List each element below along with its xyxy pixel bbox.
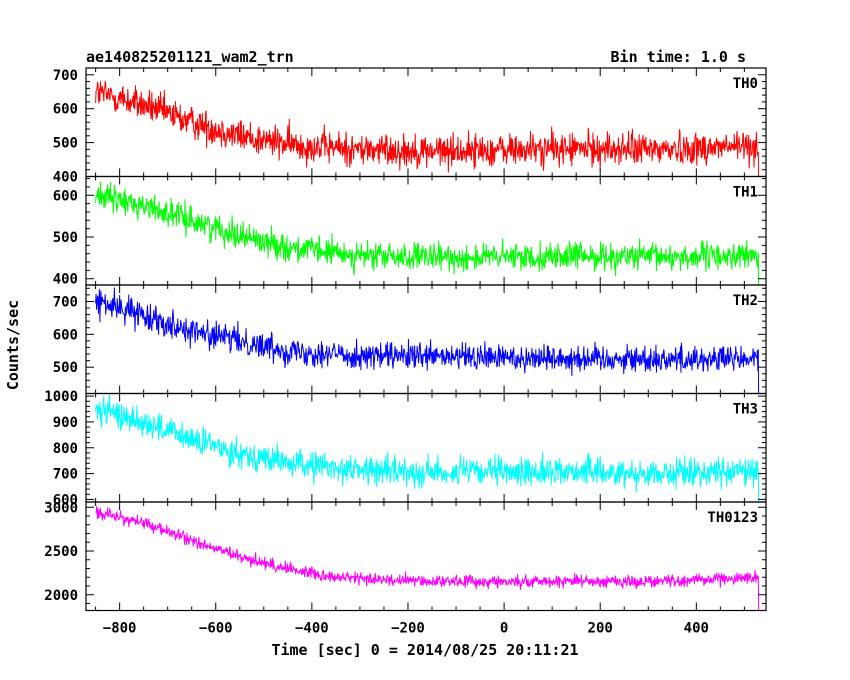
y-tick-label: 400 bbox=[53, 170, 78, 186]
y-tick-label: 700 bbox=[53, 68, 78, 84]
x-tick-label: −200 bbox=[391, 621, 425, 637]
y-tick-label: 700 bbox=[53, 294, 78, 310]
y-tick-label: 1000 bbox=[44, 389, 78, 405]
panel-th0: 400 500 600 700 TH0 bbox=[53, 67, 767, 186]
y-tick-label: 600 bbox=[53, 327, 78, 343]
series-line-th0123 bbox=[95, 505, 760, 611]
y-tick-label: 2500 bbox=[44, 544, 78, 560]
x-tick-label: 400 bbox=[684, 621, 709, 637]
panel-frame bbox=[85, 175, 767, 286]
panel-th1: 400 500 600 TH1 bbox=[53, 175, 767, 288]
panel-th3: 600 700 800 900 1000 TH3 bbox=[44, 389, 767, 508]
series-line-th3 bbox=[95, 393, 760, 502]
panel-label: TH1 bbox=[733, 185, 758, 201]
series-line-th2 bbox=[95, 287, 760, 394]
x-tick-label: 200 bbox=[588, 621, 613, 637]
y-tick-label: 900 bbox=[53, 415, 78, 431]
series-line-th1 bbox=[95, 181, 760, 285]
bin-time-label: Bin time: 1.0 s bbox=[611, 48, 746, 66]
x-axis: −800 −600 −400 −200 0 200 400 bbox=[103, 621, 709, 637]
panel-th0123: 2000 2500 3000 TH0123 bbox=[44, 500, 767, 612]
y-tick-label: 600 bbox=[53, 102, 78, 118]
y-axis-label: Counts/sec bbox=[4, 300, 22, 390]
x-tick-label: −800 bbox=[103, 621, 137, 637]
x-axis-label: Time [sec] 0 = 2014/08/25 20:11:21 bbox=[271, 641, 578, 659]
y-tick-label: 3000 bbox=[44, 500, 78, 516]
chart-title: ae140825201121_wam2_trn bbox=[86, 48, 294, 66]
y-tick-label: 500 bbox=[53, 360, 78, 376]
panel-label: TH0 bbox=[733, 76, 758, 92]
x-tick-label: 0 bbox=[500, 621, 508, 637]
y-tick-label: 2000 bbox=[44, 588, 78, 604]
panel-label: TH2 bbox=[733, 293, 758, 309]
x-tick-label: −600 bbox=[199, 621, 233, 637]
panel-frame bbox=[85, 501, 767, 612]
y-tick-label: 500 bbox=[53, 230, 78, 246]
y-tick-label: 600 bbox=[53, 492, 78, 508]
y-tick-label: 500 bbox=[53, 136, 78, 152]
y-tick-label: 700 bbox=[53, 467, 78, 483]
panel-th2: 500 600 700 TH2 bbox=[53, 284, 767, 395]
y-tick-label: 400 bbox=[53, 272, 78, 288]
panel-label: TH3 bbox=[733, 402, 758, 418]
panels-group: 400 500 600 700 TH0 400 500 600 TH1 500 600 700 TH2 6… bbox=[44, 67, 767, 612]
x-tick-label: −400 bbox=[295, 621, 329, 637]
panel-frame bbox=[85, 284, 767, 395]
y-tick-label: 800 bbox=[53, 441, 78, 457]
panel-label: TH0123 bbox=[707, 510, 758, 526]
series-line-th0 bbox=[95, 80, 760, 177]
y-tick-label: 600 bbox=[53, 188, 78, 204]
